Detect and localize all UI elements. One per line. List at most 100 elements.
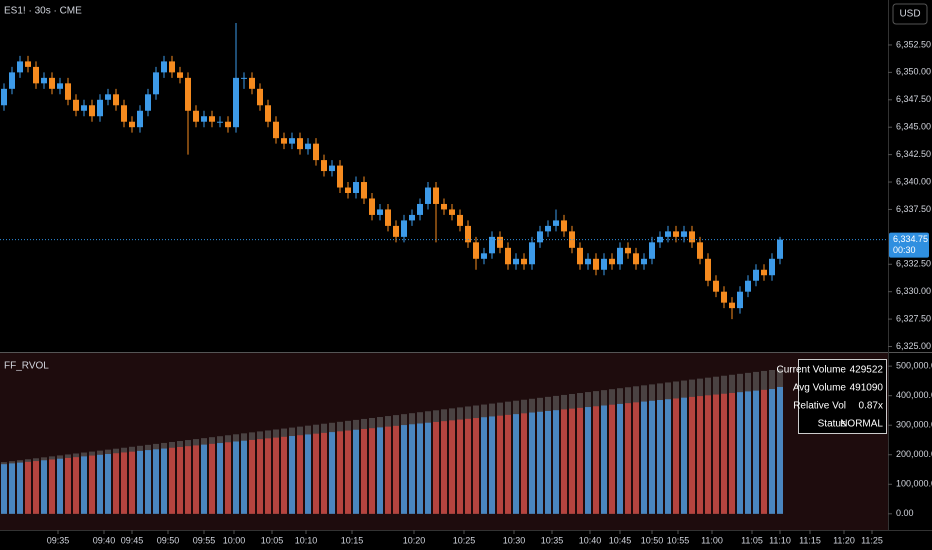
- candle-body: [769, 258, 775, 276]
- candle-body: [617, 247, 623, 265]
- volume-bar: [761, 389, 767, 514]
- volume-bar: [537, 411, 543, 514]
- indicator-title: FF_RVOL: [4, 361, 49, 372]
- candle-body: [305, 143, 311, 150]
- candle-body: [361, 182, 367, 199]
- last-price-label: 6,334.75: [893, 234, 928, 244]
- volume-bar: [769, 389, 775, 514]
- volume-bar: [721, 393, 727, 514]
- candle-body: [297, 138, 303, 150]
- currency: USD: [899, 9, 920, 20]
- volume-bar: [529, 412, 535, 514]
- x-tick-label: 11:05: [741, 535, 763, 545]
- x-tick-label: 10:20: [403, 535, 426, 545]
- y-tick-label: 6,350.00: [896, 67, 931, 77]
- candle-body: [145, 94, 151, 111]
- volume-bar: [233, 441, 239, 514]
- volume-bar: [89, 455, 95, 514]
- volume-bar: [401, 425, 407, 514]
- volume-bar: [241, 440, 247, 514]
- x-tick-label: 11:20: [833, 535, 855, 545]
- candle-body: [585, 258, 591, 265]
- x-tick-label: 11:10: [769, 535, 791, 545]
- candle-body: [609, 258, 615, 265]
- volume-bar: [369, 428, 375, 514]
- volume-bar: [257, 439, 263, 514]
- candle-body: [753, 269, 759, 281]
- volume-bar: [169, 447, 175, 514]
- candle-body: [481, 253, 487, 259]
- candle-body: [17, 61, 23, 73]
- y-tick-label: 6,325.00: [896, 341, 931, 351]
- volume-bar: [145, 450, 151, 514]
- volume-bar: [457, 419, 463, 514]
- volume-bar: [425, 422, 431, 514]
- candle-body: [425, 187, 431, 204]
- volume-bar: [569, 408, 575, 514]
- y-tick-label: 200,000.00: [896, 449, 932, 459]
- volume-bar: [305, 434, 311, 514]
- currency-button[interactable]: [892, 3, 928, 25]
- candle-body: [553, 220, 559, 226]
- candle-body: [137, 110, 143, 128]
- volume-bar: [497, 415, 503, 514]
- table-value: 429522: [850, 365, 884, 376]
- volume-bar: [217, 443, 223, 514]
- y-tick-label: 0.00: [896, 508, 914, 518]
- volume-bar: [345, 430, 351, 514]
- candle-body: [65, 83, 71, 100]
- candle-body: [633, 253, 639, 265]
- volume-bar: [353, 429, 359, 514]
- volume-bar: [409, 424, 415, 514]
- volume-bar: [249, 439, 255, 514]
- volume-bar: [25, 461, 31, 514]
- y-tick-label: 6,327.50: [896, 313, 931, 323]
- volume-bar: [753, 390, 759, 514]
- candle-body: [705, 258, 711, 281]
- volume-bar: [465, 418, 471, 514]
- candle-body: [321, 160, 327, 172]
- volume-bar: [561, 409, 567, 514]
- volume-bar: [225, 442, 231, 514]
- y-tick-label: 6,337.50: [896, 204, 931, 214]
- volume-bar: [377, 427, 383, 514]
- y-tick-label: 500,000.00: [896, 361, 932, 371]
- table-label: Status: [818, 419, 846, 430]
- volume-bar: [441, 421, 447, 514]
- x-tick-label: 10:40: [579, 535, 602, 545]
- candle-body: [577, 247, 583, 265]
- x-tick-label: 09:55: [193, 535, 216, 545]
- volume-bar: [9, 463, 15, 514]
- candle-body: [201, 116, 207, 122]
- volume-bar: [105, 454, 111, 514]
- candle-body: [457, 214, 463, 226]
- candle-body: [209, 116, 215, 122]
- candle-body: [529, 242, 535, 265]
- volume-bar: [545, 410, 551, 514]
- candle-body: [465, 225, 471, 243]
- volume-bar: [65, 457, 71, 514]
- volume-bar: [689, 396, 695, 514]
- candle-body: [761, 269, 767, 276]
- candle-body: [625, 247, 631, 254]
- volume-bar: [673, 398, 679, 514]
- candle-body: [81, 105, 87, 111]
- candle-body: [73, 99, 79, 111]
- candle-body: [25, 61, 31, 67]
- y-tick-label: 6,345.00: [896, 122, 931, 132]
- volume-bar: [705, 395, 711, 514]
- candle-body: [313, 143, 319, 161]
- candle-body: [697, 242, 703, 259]
- volume-bar: [449, 420, 455, 514]
- volume-bar: [729, 392, 735, 514]
- candle-body: [417, 203, 423, 215]
- candle-body: [57, 83, 63, 89]
- candle-body: [113, 94, 119, 106]
- volume-bar: [113, 453, 119, 514]
- y-tick-label: 300,000.00: [896, 420, 932, 430]
- x-tick-label: 10:25: [453, 535, 476, 545]
- volume-bar: [81, 456, 87, 514]
- volume-bar: [385, 426, 391, 514]
- candle-body: [449, 209, 455, 215]
